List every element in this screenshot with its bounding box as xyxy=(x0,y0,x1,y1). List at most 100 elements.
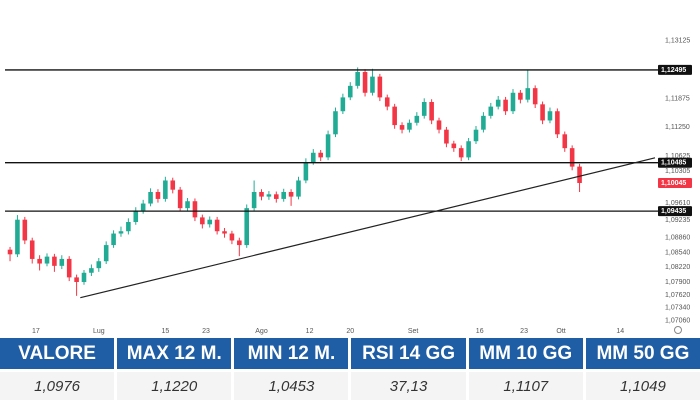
candle-body xyxy=(66,258,72,278)
candle-body xyxy=(274,194,279,199)
candle-body xyxy=(222,231,227,234)
candle-body xyxy=(111,233,116,246)
level-tag xyxy=(658,64,692,75)
candle-body xyxy=(237,240,242,246)
table-cell: 1,1107 xyxy=(468,372,583,400)
table-header: MM 10 GG xyxy=(468,338,583,369)
candle-body xyxy=(510,92,516,112)
candle-body xyxy=(555,111,560,135)
y-tick-label: 1,07900 xyxy=(665,279,690,286)
candle-body xyxy=(185,201,190,209)
table-header: VALORE xyxy=(0,338,115,369)
trendline xyxy=(80,157,656,299)
candle-body xyxy=(214,219,220,232)
table-cell: 1,1220 xyxy=(117,372,232,400)
x-tick-label: 14 xyxy=(616,328,624,335)
candle-body xyxy=(481,115,486,130)
table-header: MAX 12 M. xyxy=(117,338,232,369)
level-label: 1,10485 xyxy=(661,160,686,167)
x-tick-label: 16 xyxy=(476,328,484,335)
candle-body xyxy=(303,162,309,181)
candle-body xyxy=(7,249,13,255)
candle-body xyxy=(288,192,294,197)
table-cell: 1,0453 xyxy=(234,372,349,400)
y-tick-label: 1,13125 xyxy=(665,38,690,45)
table-header: RSI 14 GG xyxy=(351,338,466,369)
candle-body xyxy=(562,134,568,149)
candle-body xyxy=(281,192,286,199)
x-tick-label: 20 xyxy=(346,328,354,335)
x-tick-label: 23 xyxy=(520,328,528,335)
candle-body xyxy=(29,240,35,259)
chart: 1,13125 1,11875 1,11250 1,10625 1,10305 1,096… xyxy=(5,38,692,335)
candle-body xyxy=(399,125,405,130)
candle-body xyxy=(392,106,397,126)
y-tick-label: 1,07340 xyxy=(665,305,690,312)
candle-body xyxy=(133,210,139,222)
y-tick-label: 1,11250 xyxy=(665,124,690,131)
candle-body xyxy=(296,180,301,197)
candle-body xyxy=(15,219,20,255)
x-tick-label: 23 xyxy=(202,328,210,335)
candle-body xyxy=(451,143,457,149)
x-tick-label: Set xyxy=(408,328,419,335)
x-tick-label: Lug xyxy=(93,328,105,335)
y-tick-label: 1,08860 xyxy=(665,235,690,242)
candle-body xyxy=(207,219,213,225)
candle-body xyxy=(74,277,79,282)
table-cell: 1,1049 xyxy=(585,372,700,400)
candle-body xyxy=(126,222,131,232)
candle-body xyxy=(140,203,146,211)
candle-body xyxy=(163,180,168,199)
table-cell: 37,13 xyxy=(351,372,466,400)
candle-body xyxy=(52,256,57,266)
y-tick-label: 1,09235 xyxy=(665,217,690,224)
candle-body xyxy=(170,180,176,190)
candle-body xyxy=(310,152,316,162)
candle-body xyxy=(44,256,50,264)
candle-body xyxy=(347,85,353,98)
settings-icon[interactable] xyxy=(674,326,682,334)
y-tick-label: 1,10625 xyxy=(665,153,690,160)
candle-body xyxy=(569,148,575,167)
candle-body xyxy=(229,233,235,241)
candle-body xyxy=(81,272,87,282)
candle-body xyxy=(259,192,264,197)
candle-body xyxy=(436,120,442,130)
candle-body xyxy=(155,192,161,199)
candle-body xyxy=(503,99,508,112)
candle-body xyxy=(407,122,412,130)
candle-body xyxy=(421,102,427,116)
candle-body xyxy=(148,192,153,204)
y-tick-label: 1,11875 xyxy=(665,95,690,102)
candle-body xyxy=(37,258,42,264)
x-tick-label: Ago xyxy=(255,328,268,335)
candle-body xyxy=(89,268,94,273)
x-tick-label: Ott xyxy=(556,328,565,335)
candle-body xyxy=(118,231,124,234)
candle-body xyxy=(340,97,346,112)
x-tick-label: 17 xyxy=(32,328,40,335)
candle-body xyxy=(458,148,464,158)
candle-body xyxy=(473,129,479,142)
candle-body xyxy=(444,129,449,144)
candle-body xyxy=(200,217,205,225)
candle-body xyxy=(96,261,102,269)
level-tag xyxy=(658,206,692,217)
candle-body xyxy=(59,258,65,266)
candle-body xyxy=(266,194,272,197)
candle-body xyxy=(355,72,360,86)
stats-table: VALORE MAX 12 M. MIN 12 M. RSI 14 GG MM 10 G… xyxy=(0,338,700,400)
candle-body xyxy=(377,76,383,98)
candle-body xyxy=(414,115,420,123)
x-tick-label: 12 xyxy=(306,328,314,335)
x-tick-label: 15 xyxy=(161,328,169,335)
candle-body xyxy=(518,92,523,100)
candle-body xyxy=(532,88,538,105)
y-tick-label: 1,08540 xyxy=(665,249,690,256)
candle-body xyxy=(384,97,390,107)
candle-body xyxy=(333,111,338,135)
table-cell: 1,0976 xyxy=(0,372,115,400)
last-price-tag xyxy=(658,178,692,188)
